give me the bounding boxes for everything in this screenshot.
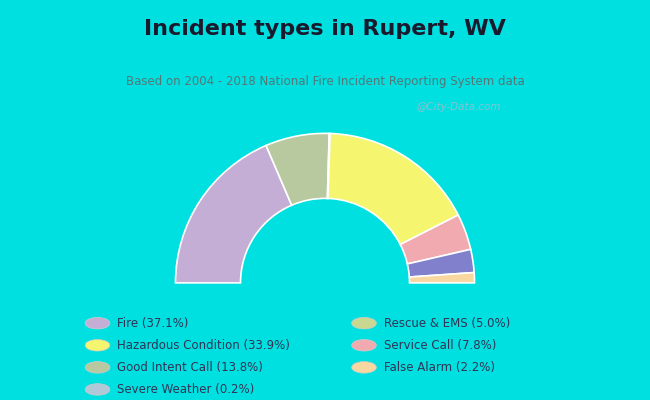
Ellipse shape	[85, 384, 110, 395]
Ellipse shape	[85, 318, 110, 329]
Text: @City-Data.com: @City-Data.com	[416, 102, 500, 112]
Wedge shape	[328, 134, 458, 244]
Text: Rescue & EMS (5.0%): Rescue & EMS (5.0%)	[384, 317, 510, 330]
Text: Hazardous Condition (33.9%): Hazardous Condition (33.9%)	[117, 339, 290, 352]
Text: Service Call (7.8%): Service Call (7.8%)	[384, 339, 496, 352]
Text: Incident types in Rupert, WV: Incident types in Rupert, WV	[144, 19, 506, 39]
Text: Based on 2004 - 2018 National Fire Incident Reporting System data: Based on 2004 - 2018 National Fire Incid…	[125, 75, 525, 88]
Ellipse shape	[352, 318, 376, 329]
Ellipse shape	[352, 340, 376, 351]
Wedge shape	[400, 215, 471, 264]
Text: Severe Weather (0.2%): Severe Weather (0.2%)	[117, 383, 254, 396]
Wedge shape	[328, 134, 330, 198]
Wedge shape	[266, 133, 330, 205]
Ellipse shape	[352, 362, 376, 373]
Wedge shape	[176, 146, 292, 283]
Text: Fire (37.1%): Fire (37.1%)	[117, 317, 188, 330]
Wedge shape	[408, 249, 474, 277]
Text: False Alarm (2.2%): False Alarm (2.2%)	[384, 361, 495, 374]
Wedge shape	[410, 272, 474, 283]
Ellipse shape	[85, 362, 110, 373]
Ellipse shape	[85, 340, 110, 351]
Text: Good Intent Call (13.8%): Good Intent Call (13.8%)	[117, 361, 263, 374]
